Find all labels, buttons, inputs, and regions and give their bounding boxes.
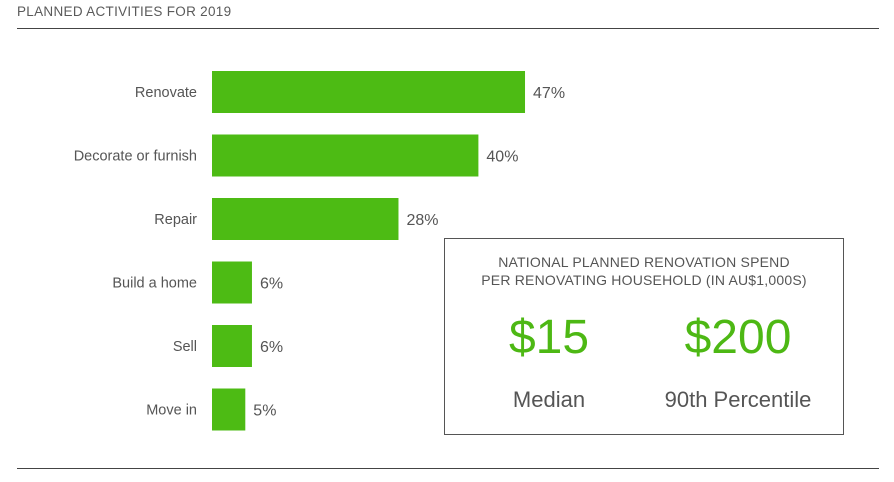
bar-repair [212,198,399,240]
category-label: Sell [173,339,197,355]
spend-callout-box: NATIONAL PLANNED RENOVATION SPEND PER RE… [444,238,844,435]
category-label: Move in [146,403,197,419]
value-label: 6% [260,276,283,293]
value-label: 40% [486,149,518,166]
category-label: Repair [154,212,197,228]
value-label: 5% [253,403,276,420]
chart-title: PLANNED ACTIVITIES FOR 2019 [17,4,232,19]
callout-heading: NATIONAL PLANNED RENOVATION SPEND PER RE… [445,253,843,289]
median-label: Median [512,387,586,412]
bar-renovate [212,71,526,113]
bottom-divider [17,468,879,469]
top-divider [17,28,879,29]
percentile-value: $200 [684,311,792,364]
value-label: 28% [406,212,438,229]
bar-decorate-or-furnish [212,134,479,177]
bar-move-in [212,388,246,431]
value-label: 6% [260,339,283,356]
median-value: $15 [508,311,590,364]
bar-build-a-home [212,261,252,304]
percentile-stat: $200 90th Percentile [640,311,836,413]
percentile-label: 90th Percentile [664,387,812,412]
callout-heading-line-1: NATIONAL PLANNED RENOVATION SPEND [498,254,790,270]
bar-sell [212,325,252,367]
callout-heading-line-2: PER RENOVATING HOUSEHOLD (IN AU$1,000S) [481,272,807,288]
category-label: Renovate [135,85,197,101]
category-label: Decorate or furnish [74,149,197,165]
category-label: Build a home [112,276,197,292]
value-label: 47% [533,85,565,102]
median-stat: $15 Median [489,311,609,413]
